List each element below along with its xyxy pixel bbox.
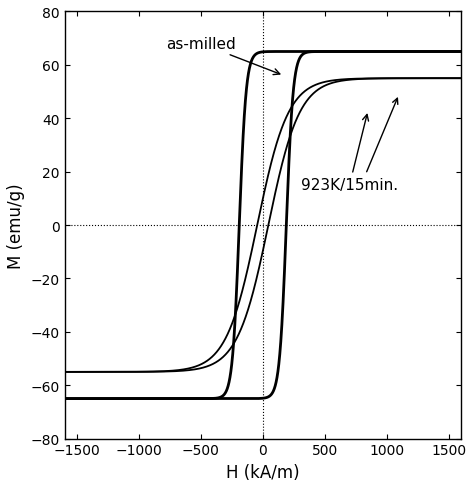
- Text: as-milled: as-milled: [166, 37, 280, 76]
- Text: 923K/15min.: 923K/15min.: [301, 115, 398, 193]
- Y-axis label: M (emu/g): M (emu/g): [7, 183, 25, 268]
- X-axis label: H (kA/m): H (kA/m): [226, 463, 300, 481]
